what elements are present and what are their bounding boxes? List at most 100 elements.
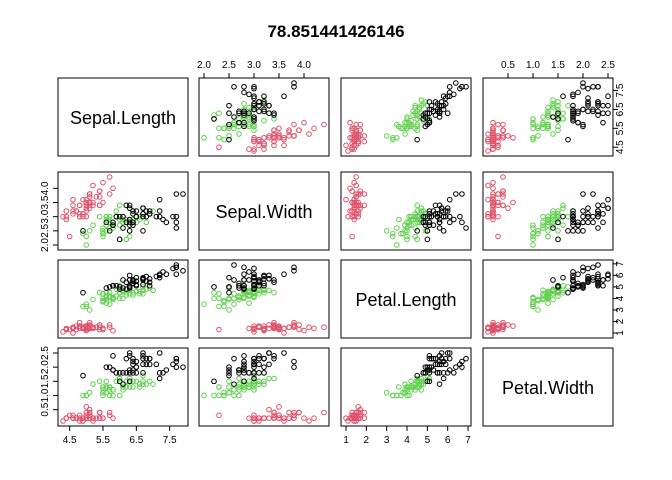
y-tick-label-petal-length: 2 (615, 318, 626, 324)
point-group1-obs25-sepal-width-vs-petal-length (361, 202, 368, 209)
point-group3-obs23-sepal-width-vs-petal-length (459, 219, 465, 226)
point-group2-obs50-sepal-length-vs-sepal-width (241, 121, 247, 128)
point-group1-obs50-sepal-length-vs-petal-width (490, 134, 496, 141)
y-tick-label-petal-length: 3 (615, 307, 626, 313)
point-group3-obs35-petal-width-vs-petal-length (436, 381, 443, 387)
point-group3-obs38-petal-length-vs-sepal-length (130, 278, 136, 284)
panel-petal-width-vs-petal-width (482, 347, 614, 427)
point-group2-obs3-petal-length-vs-sepal-length (146, 285, 153, 291)
point-group2-obs36-sepal-width-vs-petal-width (560, 202, 566, 209)
point-group3-obs26-sepal-width-vs-petal-length (444, 208, 451, 214)
point-group2-obs1-sepal-length-vs-sepal-width (261, 97, 267, 103)
point-group3-obs46-sepal-length-vs-sepal-width (251, 102, 257, 109)
point-group2-obs32-sepal-width-vs-petal-width (530, 230, 536, 237)
point-group3-obs47-petal-length-vs-sepal-length (126, 284, 133, 290)
point-group3-obs29-petal-width-vs-sepal-width (241, 361, 247, 368)
point-group3-obs10-sepal-length-vs-sepal-width (281, 93, 287, 100)
y-tick-label-petal-width: 1.0 (40, 388, 51, 402)
point-group2-obs37-sepal-width-vs-petal-width (555, 211, 561, 217)
point-group1-obs23-petal-length-vs-sepal-width (281, 330, 287, 336)
point-group3-obs44-petal-width-vs-sepal-width (261, 355, 267, 362)
point-group3-obs33-sepal-length-vs-sepal-width (241, 108, 247, 115)
point-group2-obs36-petal-width-vs-sepal-length (116, 375, 123, 382)
point-group2-obs45-sepal-width-vs-petal-width (545, 222, 551, 228)
point-group3-obs45-sepal-length-vs-sepal-width (266, 102, 272, 109)
point-group1-obs19-sepal-width-vs-sepal-length (106, 191, 113, 197)
point-group3-obs31-sepal-length-vs-petal-width (575, 89, 581, 96)
point-group1-obs24-petal-width-vs-sepal-width (266, 406, 272, 413)
point-group3-obs48-sepal-length-vs-sepal-width (251, 106, 257, 113)
point-group2-obs29-sepal-width-vs-sepal-length (116, 216, 123, 223)
point-group3-obs3-sepal-width-vs-sepal-length (153, 213, 160, 220)
point-group3-obs32-sepal-width-vs-petal-length (453, 191, 459, 197)
point-group3-obs47-sepal-length-vs-sepal-width (226, 110, 232, 117)
point-group2-obs28-petal-width-vs-sepal-length (140, 372, 146, 379)
point-group1-obs14-sepal-width-vs-petal-length (345, 213, 351, 220)
point-group3-obs17-petal-width-vs-sepal-length (133, 370, 140, 376)
point-group2-obs32-sepal-length-vs-sepal-width (221, 125, 227, 132)
point-group2-obs30-petal-length-vs-petal-width (530, 301, 536, 307)
point-group3-obs23-petal-width-vs-sepal-length (173, 364, 180, 370)
point-group2-obs21-sepal-length-vs-sepal-width (261, 117, 267, 124)
point-group2-obs30-petal-length-vs-sepal-length (106, 301, 113, 307)
point-group3-obs36-petal-length-vs-sepal-width (251, 271, 257, 278)
point-group2-obs44-petal-length-vs-sepal-length (83, 303, 90, 310)
point-group2-obs7-sepal-width-vs-petal-width (560, 205, 566, 211)
point-group3-obs46-sepal-width-vs-sepal-length (140, 213, 146, 220)
point-group3-obs27-petal-width-vs-sepal-width (241, 370, 247, 376)
point-group2-obs38-petal-length-vs-sepal-length (126, 291, 133, 297)
point-group3-obs50-petal-width-vs-petal-length (426, 370, 433, 376)
point-group2-obs4-sepal-width-vs-sepal-length (100, 233, 106, 240)
point-group3-obs41-petal-width-vs-sepal-length (140, 353, 146, 359)
point-group2-obs18-petal-width-vs-sepal-length (110, 392, 116, 399)
x-tick-label-petal-length: 3 (384, 435, 390, 446)
point-group2-obs16-sepal-length-vs-petal-length (412, 102, 418, 109)
point-group3-obs20-petal-width-vs-sepal-width (211, 378, 217, 385)
point-group1-obs49-petal-width-vs-sepal-length (93, 415, 100, 421)
point-group2-obs40-sepal-width-vs-petal-length (404, 228, 410, 234)
point-group2-obs44-petal-width-vs-sepal-length (83, 392, 90, 399)
point-group1-obs49-petal-length-vs-sepal-width (286, 324, 292, 331)
point-group3-obs35-petal-width-vs-sepal-length (120, 381, 126, 387)
point-group3-obs24-petal-length-vs-sepal-width (236, 285, 242, 291)
point-group3-obs23-sepal-length-vs-sepal-width (241, 83, 247, 90)
point-group3-obs14-sepal-width-vs-petal-width (580, 228, 586, 234)
point-group1-obs19-petal-length-vs-sepal-length (106, 322, 113, 328)
point-group3-obs9-sepal-width-vs-petal-length (440, 228, 447, 234)
point-group3-obs38-petal-width-vs-petal-length (434, 370, 441, 376)
point-group3-obs45-petal-length-vs-petal-width (605, 276, 611, 282)
point-group3-obs14-petal-width-vs-sepal-length (106, 364, 113, 370)
point-group3-obs33-sepal-width-vs-petal-width (590, 219, 596, 226)
x-tick-label-petal-length: 4 (404, 435, 410, 446)
point-group3-obs50-petal-length-vs-petal-width (570, 282, 576, 289)
point-group1-obs37-sepal-length-vs-petal-width (490, 125, 496, 132)
point-group1-obs24-petal-length-vs-sepal-width (266, 322, 272, 328)
point-group3-obs26-petal-width-vs-sepal-length (156, 370, 163, 376)
point-group3-obs32-sepal-width-vs-petal-width (580, 191, 586, 197)
point-group1-obs32-sepal-length-vs-sepal-width (271, 127, 277, 134)
point-group2-obs21-sepal-width-vs-sepal-length (113, 208, 120, 214)
point-group3-obs39-sepal-width-vs-sepal-length (116, 213, 123, 220)
point-group3-obs43-sepal-width-vs-petal-width (575, 222, 581, 228)
point-group2-obs32-petal-width-vs-sepal-length (100, 392, 106, 399)
point-group2-obs20-petal-width-vs-sepal-length (103, 389, 110, 396)
point-group3-obs15-sepal-width-vs-sepal-length (110, 219, 116, 226)
point-group1-obs15-petal-length-vs-sepal-length (110, 327, 116, 334)
point-group1-obs50-petal-width-vs-petal-length (351, 415, 357, 421)
point-group1-obs20-petal-width-vs-sepal-length (86, 412, 93, 419)
point-group1-obs15-sepal-width-vs-sepal-length (110, 185, 116, 192)
point-group2-obs27-petal-width-vs-sepal-width (241, 381, 247, 387)
point-group3-obs37-petal-width-vs-sepal-width (271, 353, 277, 359)
point-group1-obs49-sepal-width-vs-petal-length (353, 194, 359, 200)
point-group2-obs10-sepal-length-vs-petal-width (550, 131, 556, 137)
point-group2-obs46-sepal-width-vs-sepal-length (106, 213, 113, 220)
point-group1-obs50-petal-width-vs-sepal-width (266, 415, 272, 421)
point-group3-obs50-petal-length-vs-sepal-length (113, 282, 120, 289)
point-group3-obs23-sepal-length-vs-petal-width (580, 83, 586, 90)
x-tick-label-sepal-length: 5.5 (96, 435, 110, 446)
point-group2-obs49-petal-width-vs-sepal-width (226, 389, 232, 396)
point-group3-obs30-petal-width-vs-sepal-length (156, 375, 163, 382)
point-group3-obs46-sepal-width-vs-petal-width (595, 213, 601, 220)
point-group1-obs31-sepal-width-vs-petal-length (355, 211, 362, 217)
point-group1-obs42-sepal-width-vs-sepal-length (66, 233, 73, 240)
